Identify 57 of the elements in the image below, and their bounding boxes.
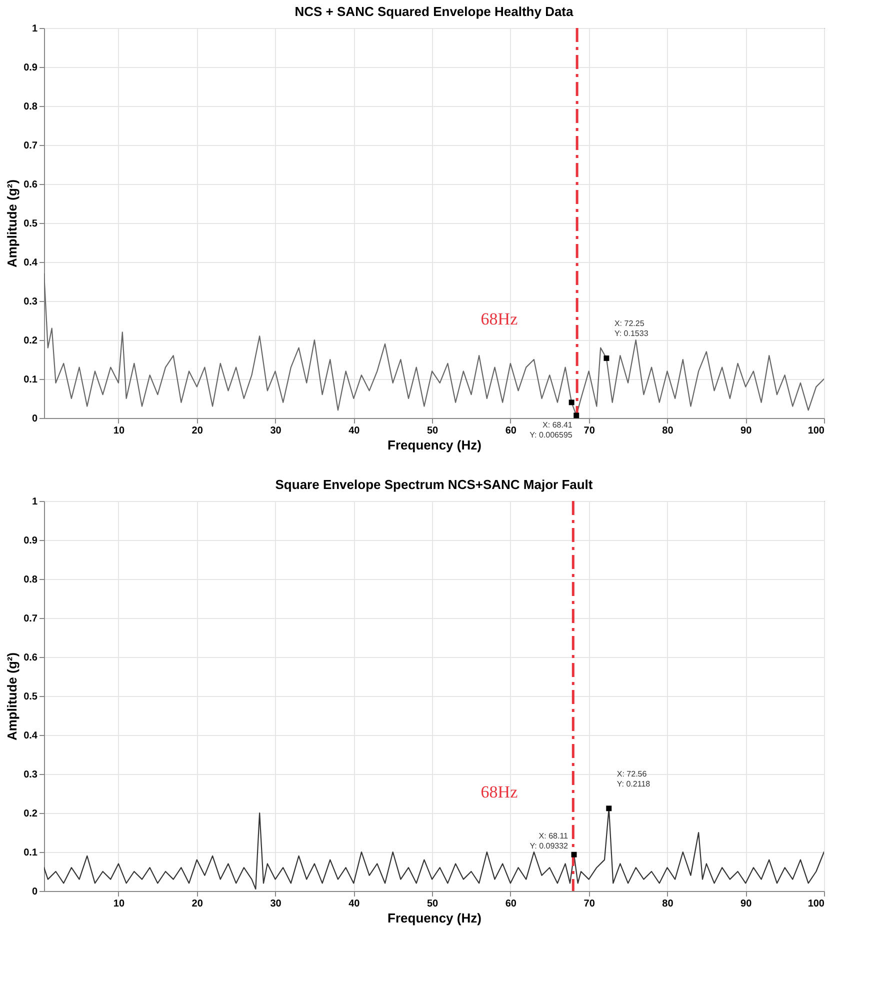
x-tick-label: 90 — [740, 426, 752, 436]
annotation: X: 68.11 Y: 0.09332 — [530, 832, 569, 851]
x-tick-label: 60 — [505, 898, 517, 910]
x-tick-label: 100 — [808, 898, 825, 910]
y-tick-label: 0.7 — [24, 614, 38, 624]
x-axis-title: Frequency (Hz) — [388, 438, 482, 452]
x-tick-label: 70 — [584, 426, 596, 436]
x-tick-label: 50 — [426, 426, 439, 436]
y-tick-label: 1 — [32, 496, 38, 508]
x-tick-label: 40 — [348, 426, 360, 436]
annotation: X: 72.56 Y: 0.2118 — [616, 769, 651, 788]
y-axis-title: Amplitude (g²) — [4, 179, 20, 268]
x-tick-label: 80 — [662, 898, 674, 910]
x-tick-label: 50 — [426, 898, 439, 910]
x-tick-label: 20 — [192, 898, 204, 910]
x-tick-label: 40 — [348, 898, 360, 910]
annotation: X: 68.41 Y: 0.006595 — [530, 420, 573, 440]
y-tick-label: 0.1 — [24, 848, 38, 858]
x-tick-label: 20 — [192, 426, 204, 436]
y-tick-label: 0.2 — [24, 808, 38, 820]
x-axis-title: Frequency (Hz) — [388, 910, 482, 926]
point — [568, 400, 574, 406]
y-tick-label: 0.8 — [24, 102, 38, 112]
y-tick-label: 0.6 — [24, 652, 38, 664]
annotation: 68Hz — [480, 309, 518, 328]
annotation: 68Hz — [480, 782, 518, 802]
y-tick-label: 0.9 — [24, 62, 38, 74]
y-tick-label: 0.4 — [24, 730, 38, 742]
chart-title: Square Envelope Spectrum NCS+SANC Major Fault — [275, 477, 594, 492]
x-tick-label: 10 — [113, 898, 125, 910]
y-tick-label: 1 — [32, 24, 38, 34]
y-tick-label: 0.7 — [24, 140, 38, 152]
chart-title: NCS + SANC Squared Envelope Healthy Data — [294, 4, 574, 19]
x-tick-label: 90 — [740, 898, 752, 910]
y-tick-label: 0.8 — [24, 574, 38, 586]
x-tick-label: 30 — [270, 426, 282, 436]
annotation: X: 72.25 Y: 0.1533 — [614, 319, 649, 338]
y-tick-label: 0.5 — [24, 692, 38, 702]
y-tick-label: 0.4 — [24, 258, 38, 268]
point — [604, 355, 610, 361]
x-tick-label: 70 — [584, 898, 596, 910]
y-tick-label: 0 — [32, 414, 38, 424]
y-axis-title: Amplitude (g²) — [4, 652, 20, 741]
y-tick-label: 0.9 — [24, 536, 38, 546]
y-tick-label: 0.6 — [24, 180, 38, 190]
x-tick-label: 10 — [113, 426, 125, 436]
x-tick-label: 30 — [270, 898, 282, 910]
x-tick-label: 60 — [505, 426, 517, 436]
x-tick-label: 80 — [662, 426, 674, 436]
point — [574, 412, 580, 418]
y-tick-label: 0.3 — [24, 770, 38, 780]
y-tick-label: 0.5 — [24, 218, 38, 230]
y-tick-label: 0.2 — [24, 336, 38, 346]
x-tick-label: 100 — [808, 426, 825, 436]
y-tick-label: 0.1 — [24, 374, 38, 386]
y-tick-label: 0.3 — [24, 296, 38, 308]
y-tick-label: 0 — [32, 886, 38, 898]
